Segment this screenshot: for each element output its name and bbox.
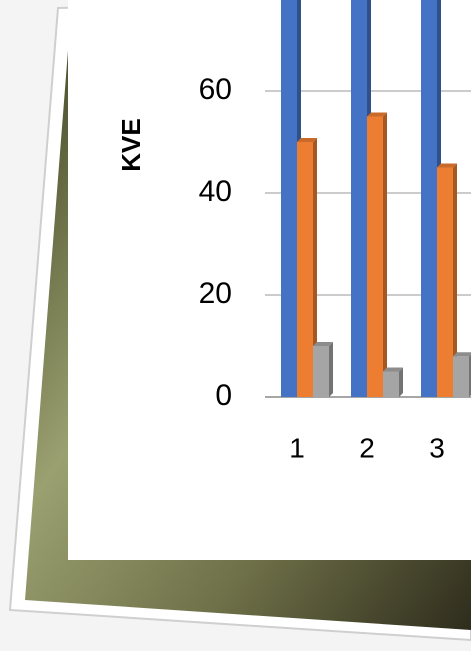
y-tick-label: 60 [199, 73, 232, 106]
bar [313, 346, 329, 397]
x-tick-label: 1 [289, 432, 305, 463]
bar [367, 116, 383, 397]
bar [383, 371, 399, 397]
bar-side [313, 138, 317, 397]
bar [421, 0, 437, 397]
bar [297, 142, 313, 397]
bar [351, 0, 367, 397]
x-tick-label: 2 [359, 432, 375, 463]
y-tick-label: 0 [215, 379, 232, 412]
y-axis-title: KVE [116, 118, 146, 171]
bar [453, 356, 469, 397]
bar-side [399, 367, 403, 397]
bar-top [313, 342, 333, 346]
x-tick-label: 3 [429, 432, 445, 463]
y-tick-label: 20 [199, 277, 232, 310]
y-tick-label: 80 [199, 0, 232, 4]
y-tick-label: 40 [199, 175, 232, 208]
bar [281, 0, 297, 397]
bar-top [297, 138, 317, 142]
bar-side [329, 342, 333, 397]
bar-top [383, 367, 403, 372]
bar [437, 167, 453, 397]
bar-side [383, 112, 387, 397]
bar-top [453, 352, 471, 357]
chart-card [68, 0, 471, 560]
bar-top [367, 112, 387, 117]
bar-top [437, 163, 457, 168]
bar-side [453, 163, 457, 397]
